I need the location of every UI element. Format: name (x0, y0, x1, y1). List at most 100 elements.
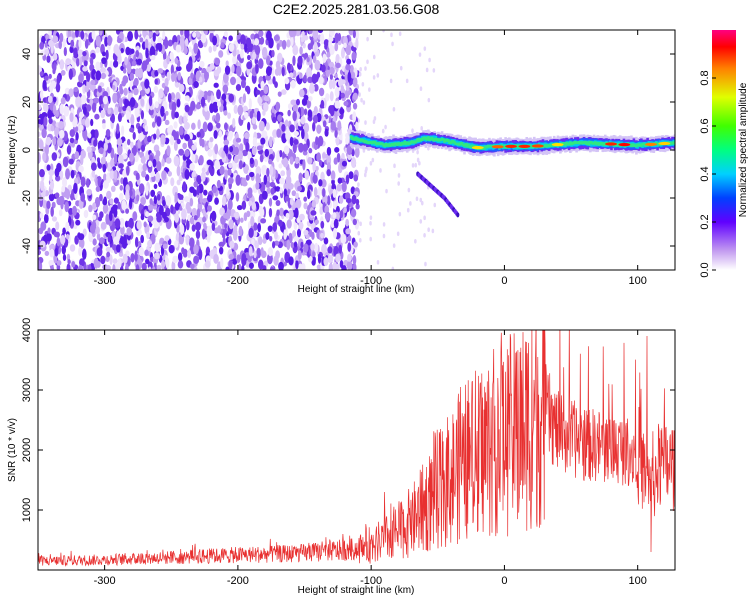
noise-speckle (345, 218, 350, 227)
noise-speckle (123, 87, 128, 96)
noise-speckle (265, 66, 272, 77)
noise-speckle (336, 183, 342, 192)
noise-speckle (307, 76, 314, 84)
noise-speckle (126, 138, 131, 146)
noise-speckle (252, 51, 257, 60)
noise-speckle (176, 98, 181, 108)
noise-speckle (52, 67, 56, 75)
noise-speckle (38, 259, 41, 270)
noise-speckle (303, 94, 309, 101)
noise-speckle (193, 214, 198, 221)
noise-speckle (110, 185, 116, 193)
noise-speckle (283, 157, 288, 165)
noise-speckle (192, 189, 197, 197)
noise-speckle (132, 211, 138, 222)
noise-speckle (78, 165, 84, 173)
noise-speckle (246, 86, 251, 95)
noise-speckle (213, 82, 219, 88)
noise-speckle (358, 237, 362, 243)
noise-speckle (315, 165, 319, 172)
noise-speckle (193, 255, 200, 265)
noise-speckle (137, 67, 143, 79)
x-tick-label: -100 (360, 575, 382, 587)
noise-speckle (427, 227, 430, 233)
noise-speckle (340, 233, 347, 244)
noise-speckle (327, 246, 333, 254)
noise-speckle (319, 33, 325, 45)
noise-speckle (359, 221, 362, 227)
noise-speckle (102, 163, 107, 173)
noise-speckle (306, 56, 310, 63)
y-tick-label: 20 (21, 96, 33, 108)
noise-speckle (253, 30, 259, 34)
noise-speckle (48, 259, 55, 266)
noise-speckle (215, 112, 221, 123)
noise-speckle (397, 181, 400, 186)
noise-speckle (340, 92, 345, 99)
noise-speckle (233, 155, 239, 164)
noise-speckle (65, 168, 71, 180)
noise-speckle (130, 48, 135, 54)
carrier-hotspot (645, 142, 658, 146)
noise-speckle (262, 265, 267, 270)
noise-speckle (303, 122, 310, 133)
noise-speckle (225, 60, 229, 67)
noise-speckle (303, 74, 307, 83)
noise-speckle (167, 126, 173, 135)
noise-speckle (134, 106, 140, 118)
noise-speckle (314, 219, 319, 225)
noise-speckle (286, 62, 291, 72)
noise-speckle (177, 71, 182, 81)
noise-speckle (69, 59, 74, 65)
noise-speckle (213, 130, 218, 139)
noise-speckle (337, 177, 343, 184)
noise-speckle (263, 102, 269, 112)
noise-speckle (58, 121, 65, 130)
noise-speckle (146, 231, 151, 240)
noise-speckle (289, 197, 294, 206)
noise-speckle (277, 91, 282, 97)
noise-speckle (174, 240, 179, 248)
noise-speckle (249, 210, 256, 219)
noise-speckle (102, 173, 107, 182)
noise-speckle (307, 109, 313, 118)
noise-speckle (333, 218, 339, 229)
noise-speckle (245, 174, 250, 181)
noise-speckle (193, 244, 199, 255)
noise-speckle (344, 90, 350, 99)
noise-speckle (164, 119, 170, 126)
noise-speckle (50, 80, 57, 89)
noise-speckle (39, 212, 44, 219)
noise-speckle (312, 174, 318, 184)
noise-speckle (297, 250, 302, 260)
noise-speckle (171, 101, 177, 112)
noise-speckle (346, 58, 352, 65)
noise-speckle (128, 217, 134, 230)
noise-speckle (44, 48, 50, 56)
noise-speckle (407, 187, 411, 193)
noise-speckle (218, 247, 224, 255)
noise-speckle (38, 227, 44, 235)
spectrogram-y-label: Frequency (Hz) (7, 116, 18, 185)
noise-speckle (69, 129, 76, 138)
noise-speckle (45, 136, 52, 146)
noise-speckle (174, 57, 179, 65)
noise-speckle (267, 225, 273, 232)
noise-speckle (113, 197, 119, 204)
noise-speckle (307, 43, 312, 51)
noise-speckle (254, 44, 261, 56)
noise-speckle (212, 185, 218, 194)
noise-speckle (137, 84, 142, 93)
noise-speckle (363, 172, 367, 178)
noise-speckle (239, 217, 244, 223)
noise-speckle (190, 100, 196, 111)
noise-speckle (38, 139, 44, 150)
noise-speckle (206, 159, 213, 166)
noise-speckle (352, 92, 358, 101)
noise-speckle (256, 145, 263, 151)
noise-speckle (292, 44, 299, 56)
noise-speckle (79, 258, 85, 267)
noise-speckle (287, 109, 291, 117)
noise-speckle (251, 146, 257, 156)
noise-speckle (134, 236, 139, 248)
